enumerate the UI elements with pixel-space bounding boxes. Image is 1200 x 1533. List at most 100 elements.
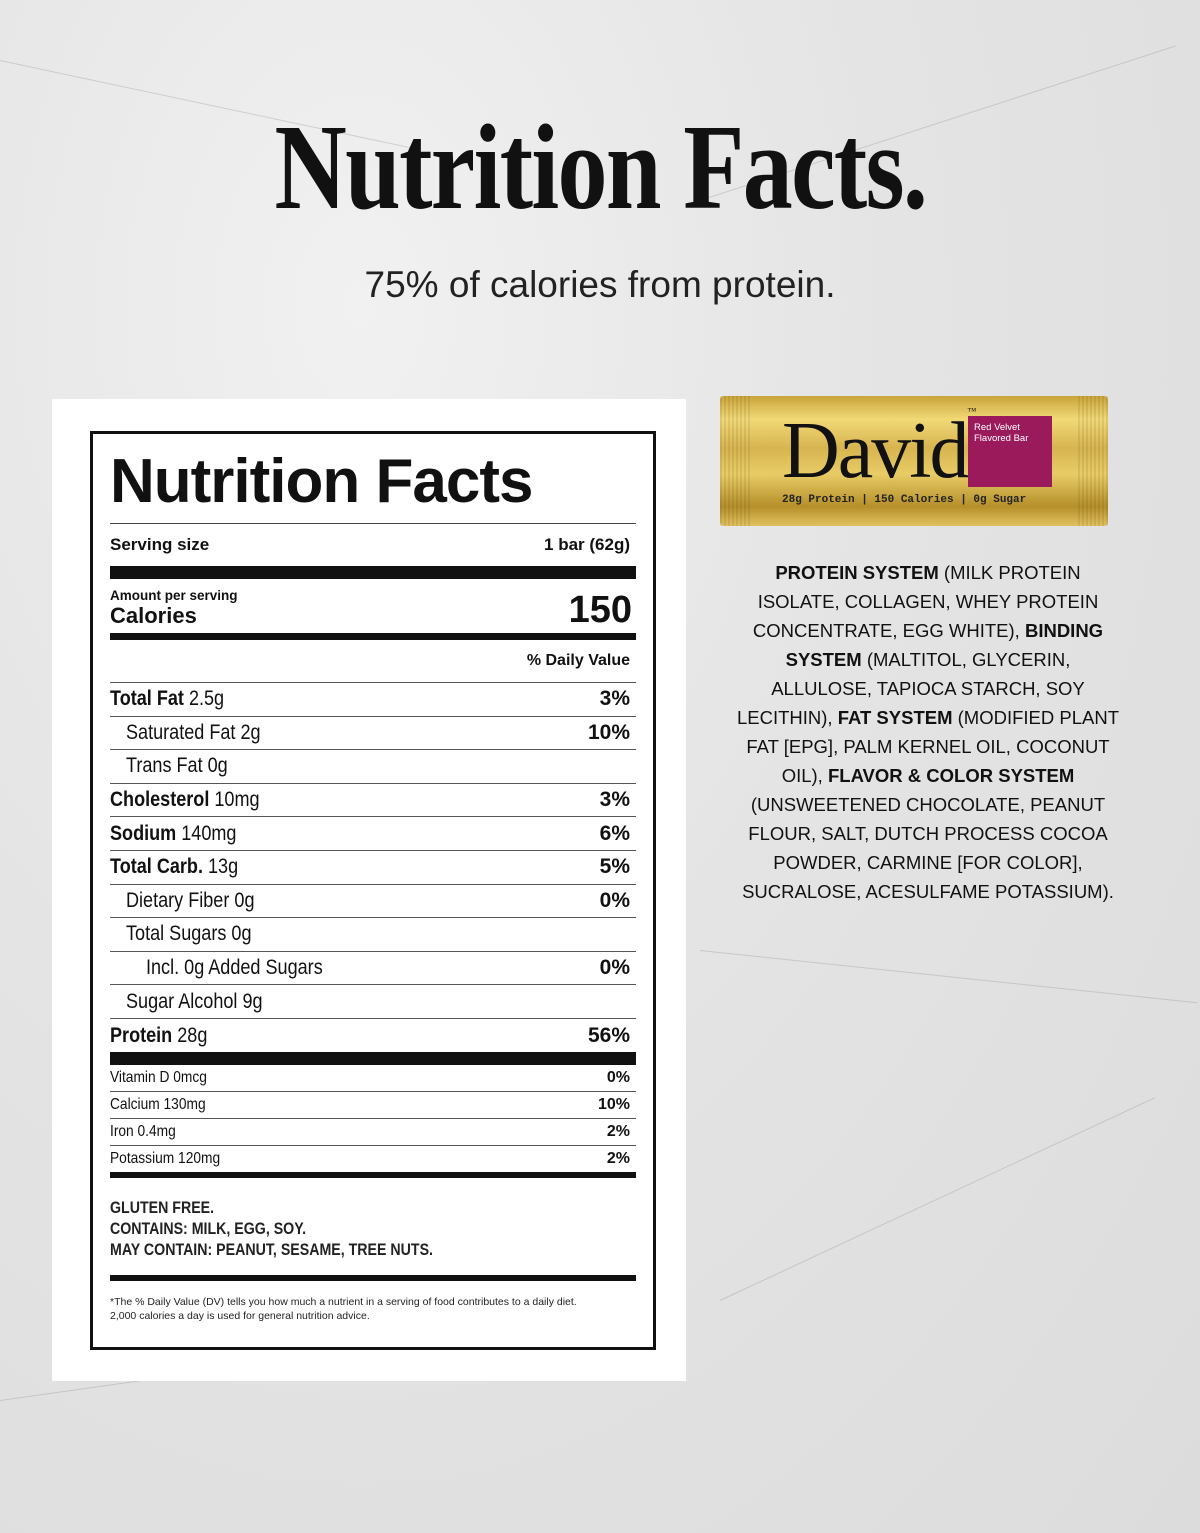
ingredient-line: ISOLATE, COLLAGEN, WHEY PROTEIN (706, 587, 1150, 616)
nutrient-name: Sugar Alcohol 9g (126, 989, 263, 1013)
nutrient-row: Total Carb. 13g 5% (110, 851, 636, 885)
ingredients-list: PROTEIN SYSTEM (MILK PROTEIN ISOLATE, COL… (706, 558, 1150, 906)
ingredient-line: SYSTEM (MALTITOL, GLYCERIN, (706, 645, 1150, 674)
ingredient-text: LECITHIN), (736, 707, 838, 728)
flavor-line: Flavored Bar (974, 433, 1029, 444)
divider (110, 1051, 636, 1065)
nutrient-row: Incl. 0g Added Sugars 0% (110, 952, 636, 986)
nutrient-name: Total Carb. 13g (110, 855, 239, 879)
nutrient-dv: 0% (599, 888, 630, 912)
dv-header-text: % Daily Value (526, 652, 630, 669)
nutrient-dv: 6% (599, 821, 630, 845)
nutrient-row: Protein 28g 56% (110, 1019, 636, 1053)
vitamin-name: Calcium 130mg (110, 1095, 206, 1113)
dv-header: % Daily Value (110, 640, 636, 683)
nutrient-dv: 3% (599, 788, 630, 812)
nutrient-name: Dietary Fiber 0g (126, 888, 255, 912)
ingredient-text: OIL), (781, 765, 828, 786)
vitamin-row: Vitamin D 0mcg 0% (110, 1065, 636, 1092)
ingredient-text: CONCENTRATE, EGG WHITE), (752, 620, 1025, 641)
amount-per-serving: Amount per serving (110, 588, 238, 603)
page-title: Nutrition Facts. (274, 100, 927, 235)
product-image: David™ Red Velvet Flavored Bar 28g Prote… (720, 396, 1108, 526)
vitamin-dv: 0% (606, 1068, 630, 1086)
serving-label: Serving size (110, 535, 210, 554)
ingredient-line: FAT [EPG], PALM KERNEL OIL, COCONUT (706, 732, 1150, 761)
ingredient-line: PROTEIN SYSTEM (MILK PROTEIN (706, 558, 1150, 587)
vitamin-row: Calcium 130mg 10% (110, 1092, 636, 1119)
vitamin-row: Potassium 120mg 2% (110, 1146, 636, 1173)
ingredient-system: FAT SYSTEM (837, 707, 953, 728)
vitamin-name: Vitamin D 0mcg (110, 1068, 207, 1086)
divider (110, 1171, 636, 1178)
divider (110, 633, 636, 640)
nutrient-name: Protein 28g (110, 1023, 208, 1047)
ingredient-system: BINDING (1024, 620, 1104, 641)
flavor-line: Red Velvet (974, 422, 1020, 433)
calories-row: Amount per serving Calories 150 (110, 579, 636, 633)
nutrient-row: Total Fat 2.5g 3% (110, 683, 636, 717)
ingredient-line: SUCRALOSE, ACESULFAME POTASSIUM). (706, 877, 1150, 906)
ingredient-text: FLOUR, SALT, DUTCH PROCESS COCOA (748, 823, 1108, 844)
footnote: *The % Daily Value (DV) tells you how mu… (110, 1281, 636, 1323)
ingredient-line: ALLULOSE, TAPIOCA STARCH, SOY (706, 674, 1150, 703)
ingredient-line: OIL), FLAVOR & COLOR SYSTEM (706, 761, 1150, 790)
nutrient-dv: 5% (599, 855, 630, 879)
ingredient-line: FLOUR, SALT, DUTCH PROCESS COCOA (706, 819, 1150, 848)
ingredient-text: POWDER, CARMINE [FOR COLOR], (773, 852, 1083, 873)
vitamin-name: Potassium 120mg (110, 1150, 221, 1168)
ingredient-system: FLAVOR & COLOR SYSTEM (827, 765, 1075, 786)
nutrient-row: Trans Fat 0g (110, 750, 636, 784)
divider (110, 566, 636, 579)
nutrient-dv: 0% (599, 956, 630, 980)
ingredient-text: ISOLATE, COLLAGEN, WHEY PROTEIN (757, 591, 1099, 612)
nutrient-row: Dietary Fiber 0g 0% (110, 885, 636, 919)
marble-vein (699, 950, 1198, 1004)
footnote-line: 2,000 calories a day is used for general… (110, 1309, 370, 1322)
nutrient-name: Trans Fat 0g (126, 754, 228, 778)
nutrient-row: Cholesterol 10mg 3% (110, 784, 636, 818)
serving-value: 1 bar (62g) (544, 535, 630, 554)
product-stats: 28g Protein | 150 Calories | 0g Sugar (782, 494, 1027, 506)
allergen-line: CONTAINS: MILK, EGG, SOY. (110, 1219, 307, 1238)
allergen-info: GLUTEN FREE. CONTAINS: MILK, EGG, SOY. M… (110, 1178, 636, 1275)
nutrient-name: Total Sugars 0g (126, 922, 252, 946)
nutrition-label: Nutrition Facts Serving size 1 bar (62g)… (90, 431, 656, 1350)
wrapper-crimp (1078, 396, 1108, 526)
footnote-line: *The % Daily Value (DV) tells you how mu… (110, 1295, 577, 1308)
vitamin-dv: 10% (597, 1095, 630, 1113)
nutrient-name: Total Fat 2.5g (110, 687, 225, 711)
nutrient-dv: 10% (587, 720, 630, 744)
nutrient-name: Cholesterol 10mg (110, 788, 260, 812)
ingredient-line: (UNSWEETENED CHOCOLATE, PEANUT (706, 790, 1150, 819)
label-title: Nutrition Facts (110, 434, 636, 524)
wrapper-crimp (720, 396, 750, 526)
nutrient-name: Saturated Fat 2g (126, 720, 261, 744)
nutrient-row: Sodium 140mg 6% (110, 817, 636, 851)
nutrient-dv: 3% (599, 687, 630, 711)
nutrient-name: Sodium 140mg (110, 821, 237, 845)
ingredient-text: FAT [EPG], PALM KERNEL OIL, COCONUT (746, 736, 1110, 757)
brand-logo: David™ (782, 406, 976, 495)
ingredient-line: LECITHIN), FAT SYSTEM (MODIFIED PLANT (706, 703, 1150, 732)
vitamin-dv: 2% (606, 1150, 630, 1168)
allergen-line: MAY CONTAIN: PEANUT, SESAME, TREE NUTS. (110, 1240, 433, 1259)
ingredient-text: (MILK PROTEIN (938, 562, 1081, 583)
ingredient-system: PROTEIN SYSTEM (775, 562, 939, 583)
marble-vein (719, 1097, 1156, 1301)
divider (110, 1274, 636, 1281)
calories-value: 150 (568, 589, 632, 631)
vitamin-row: Iron 0.4mg 2% (110, 1119, 636, 1146)
ingredient-system: SYSTEM (785, 649, 862, 670)
nutrition-panel: Nutrition Facts Serving size 1 bar (62g)… (52, 399, 686, 1381)
vitamin-name: Iron 0.4mg (110, 1122, 176, 1140)
ingredient-line: POWDER, CARMINE [FOR COLOR], (706, 848, 1150, 877)
ingredient-text: (MALTITOL, GLYCERIN, (861, 649, 1071, 670)
nutrient-dv: 56% (587, 1023, 630, 1047)
nutrient-list: Total Fat 2.5g 3% Saturated Fat 2g 10% Trans… (110, 683, 636, 1053)
ingredient-line: CONCENTRATE, EGG WHITE), BINDING (706, 616, 1150, 645)
nutrient-row: Sugar Alcohol 9g (110, 985, 636, 1019)
allergen-line: GLUTEN FREE. (110, 1198, 215, 1217)
nutrient-row: Total Sugars 0g (110, 918, 636, 952)
flavor-box: Red Velvet Flavored Bar (968, 416, 1052, 487)
